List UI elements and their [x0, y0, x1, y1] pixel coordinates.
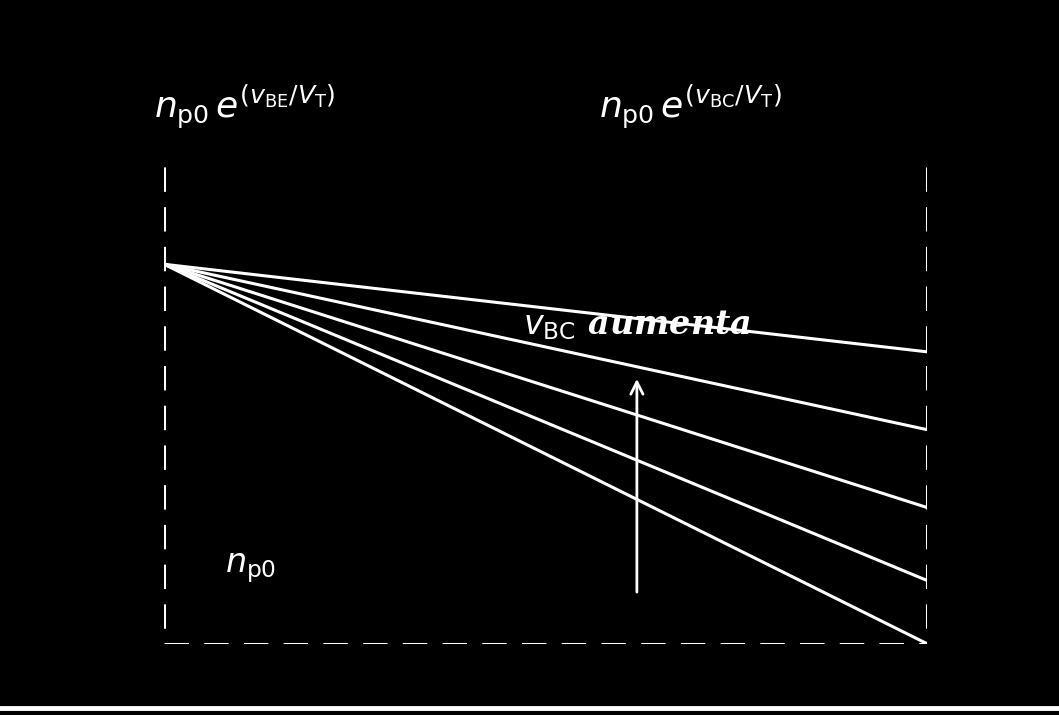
Text: $n_{\mathrm{p0}}$: $n_{\mathrm{p0}}$ — [226, 551, 276, 585]
Text: $n_{\mathrm{p0}}\,e^{(v_{\mathrm{BC}}/V_{\mathrm{T}})}$: $n_{\mathrm{p0}}\,e^{(v_{\mathrm{BC}}/V_… — [598, 83, 782, 132]
Text: $v_{\mathrm{BC}}$ aumenta: $v_{\mathrm{BC}}$ aumenta — [523, 308, 751, 342]
Text: $n_{\mathrm{p0}}\,e^{(v_{\mathrm{BE}}/V_{\mathrm{T}})}$: $n_{\mathrm{p0}}\,e^{(v_{\mathrm{BE}}/V_… — [154, 83, 335, 132]
